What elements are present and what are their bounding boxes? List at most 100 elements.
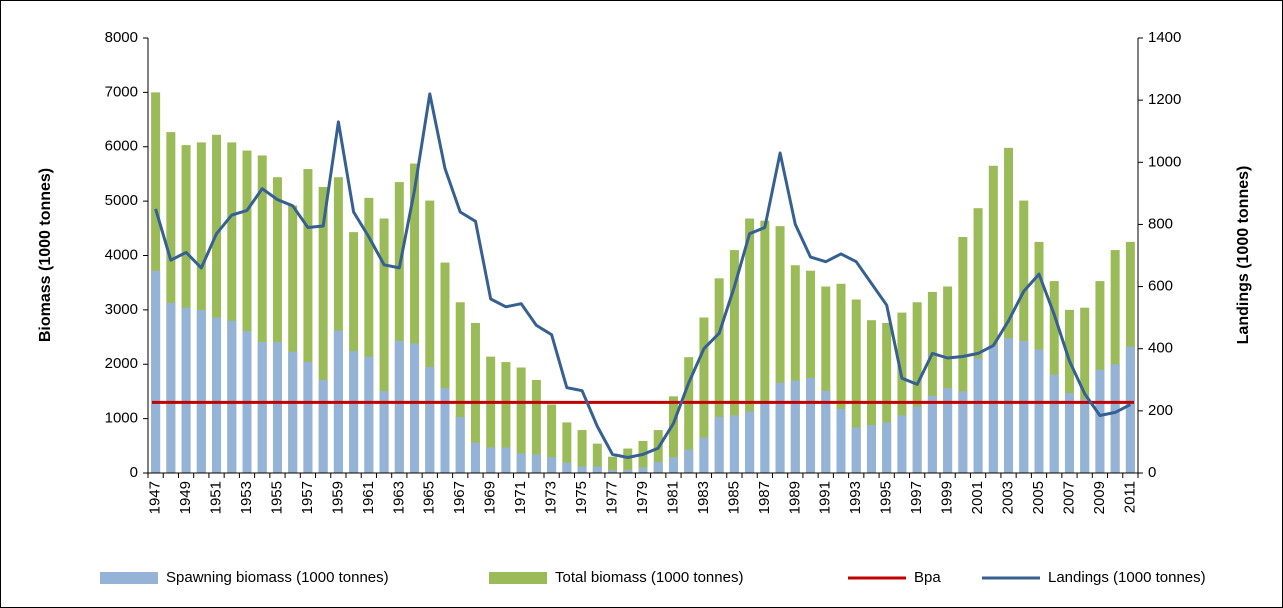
- bar: [455, 302, 465, 473]
- x-tick-label: 1963: [390, 481, 407, 514]
- bar: [988, 165, 998, 473]
- bar: [943, 388, 953, 473]
- bar: [973, 208, 983, 473]
- bar: [486, 356, 496, 473]
- bar: [364, 197, 374, 474]
- bar: [486, 447, 496, 473]
- bar: [379, 218, 389, 473]
- legend-swatch: [100, 572, 158, 584]
- bar: [638, 440, 648, 473]
- y-tick-label: 1000: [105, 410, 138, 427]
- bar: [821, 390, 831, 473]
- bar: [912, 302, 922, 473]
- legend-label: Total biomass (1000 tonnes): [555, 569, 743, 586]
- bar: [866, 320, 876, 473]
- bar: [151, 270, 161, 473]
- bar: [272, 341, 282, 473]
- x-tick-label: 1971: [512, 481, 529, 514]
- bar: [836, 283, 846, 473]
- bar: [684, 357, 694, 473]
- bar: [760, 403, 770, 473]
- y-tick-label: 7000: [105, 83, 138, 100]
- y-tick-label: 2000: [105, 355, 138, 372]
- bar: [501, 362, 511, 473]
- x-tick-label: 1967: [451, 481, 468, 514]
- bar: [425, 366, 435, 473]
- x-tick-label: 1999: [939, 481, 956, 514]
- bar: [882, 422, 892, 473]
- bar: [242, 150, 252, 473]
- y2-tick-label: 400: [1148, 340, 1173, 357]
- bar: [958, 391, 968, 473]
- y-axis-title: Biomass (1000 tonnes): [37, 168, 54, 342]
- bar: [668, 457, 678, 473]
- bar: [1034, 349, 1044, 473]
- bar: [318, 186, 328, 474]
- legend-swatch: [489, 572, 547, 584]
- bar: [882, 322, 892, 473]
- bar: [577, 430, 587, 473]
- bar: [927, 395, 937, 473]
- x-tick-label: 1975: [573, 481, 590, 514]
- legend-label: Landings (1000 tonnes): [1048, 569, 1206, 586]
- bar: [562, 462, 572, 473]
- x-tick-label: 1949: [177, 481, 194, 514]
- bar: [227, 142, 237, 473]
- bar: [364, 356, 374, 473]
- bar: [379, 390, 389, 473]
- bar: [623, 469, 633, 473]
- bar: [181, 307, 191, 473]
- bar: [790, 380, 800, 473]
- bar: [699, 317, 709, 473]
- x-tick-label: 1965: [421, 481, 438, 514]
- bar: [653, 430, 663, 473]
- bar: [1064, 309, 1074, 473]
- bar: [516, 453, 526, 473]
- bar: [745, 218, 755, 473]
- x-tick-label: 1951: [208, 481, 225, 514]
- x-tick-label: 1991: [817, 481, 834, 514]
- y2-tick-label: 600: [1148, 278, 1173, 295]
- bar: [866, 425, 876, 473]
- y2-axis-title: Landings (1000 tonnes): [1235, 166, 1252, 345]
- bar: [272, 177, 282, 473]
- bar: [470, 322, 480, 473]
- bar: [912, 406, 922, 473]
- bar: [592, 443, 602, 473]
- bar: [623, 448, 633, 473]
- bar: [531, 454, 541, 473]
- bar: [821, 286, 831, 473]
- bar: [1125, 346, 1135, 473]
- x-tick-label: 2007: [1060, 481, 1077, 514]
- x-tick-label: 1953: [238, 481, 255, 514]
- y2-tick-label: 1000: [1148, 153, 1181, 170]
- bar: [897, 312, 907, 473]
- bar: [440, 262, 450, 473]
- bar: [196, 142, 206, 473]
- bar: [166, 302, 176, 473]
- x-tick-label: 2009: [1091, 481, 1108, 514]
- x-tick-label: 1985: [725, 481, 742, 514]
- bar: [1004, 338, 1014, 473]
- x-tick-label: 1983: [695, 481, 712, 514]
- x-tick-label: 1961: [360, 481, 377, 514]
- bar: [1110, 250, 1120, 473]
- legend-label: Spawning biomass (1000 tonnes): [166, 569, 389, 586]
- bar: [257, 341, 267, 473]
- bar: [303, 362, 313, 473]
- x-tick-label: 1979: [634, 481, 651, 514]
- bar: [668, 396, 678, 473]
- y2-tick-label: 1400: [1148, 29, 1181, 46]
- bar: [562, 422, 572, 473]
- x-tick-label: 1957: [299, 481, 316, 514]
- bar: [806, 377, 816, 473]
- x-tick-label: 2011: [1121, 481, 1138, 513]
- bar: [212, 134, 222, 473]
- bar: [577, 466, 587, 473]
- bar: [440, 388, 450, 473]
- bar: [501, 447, 511, 473]
- legend-label: Bpa: [914, 569, 941, 586]
- x-tick-label: 1973: [543, 481, 560, 514]
- bar: [638, 467, 648, 473]
- bar: [897, 415, 907, 473]
